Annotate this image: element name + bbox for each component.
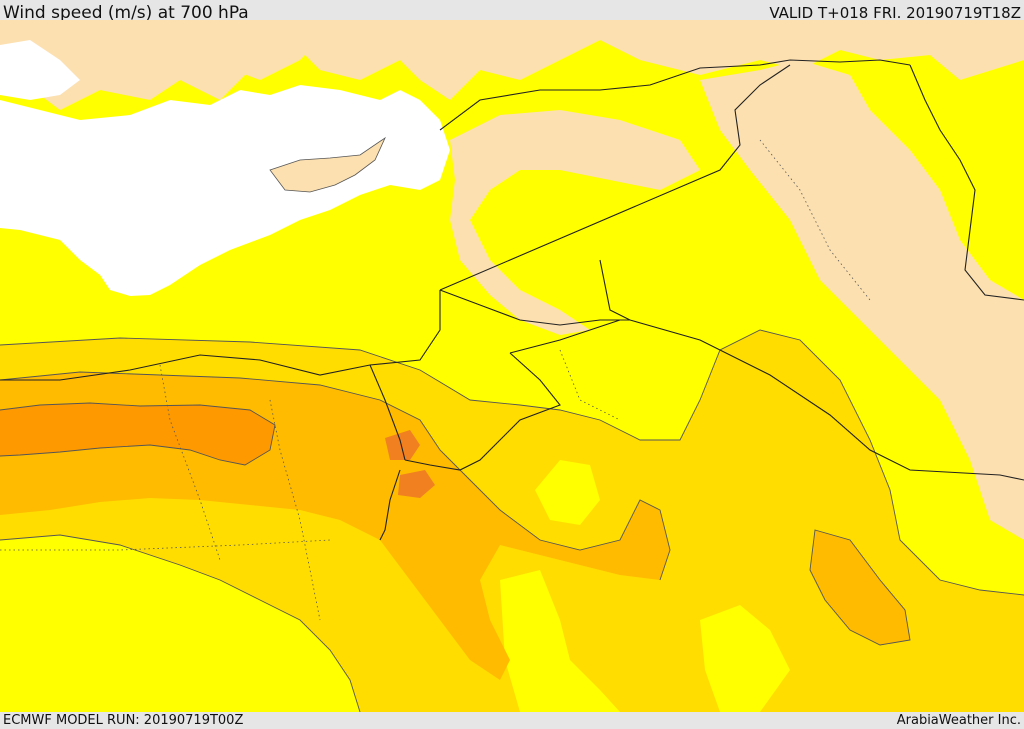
aegean-sea: [0, 40, 80, 100]
wind-band-10-14-east: [810, 530, 910, 645]
wind-band-lt2-northwest: [0, 20, 320, 80]
wind-band-2-6-southeast: [700, 605, 790, 712]
map-title: Wind speed (m/s) at 700 hPa: [3, 3, 249, 23]
wind-band-10-14: [0, 372, 670, 680]
wind-contours: [0, 329, 1024, 712]
mediterranean-sea: [0, 85, 450, 296]
wind-speed-map: [0, 20, 1024, 712]
map-canvas: [0, 20, 1024, 712]
model-run: ECMWF MODEL RUN: 20190719T00Z: [3, 713, 244, 728]
country-borders: [0, 59, 1024, 541]
province-lines: [0, 139, 871, 621]
header-bar: Wind speed (m/s) at 700 hPa VALID T+018 …: [0, 0, 1024, 23]
wind-band-2-6-south: [0, 535, 360, 712]
footer-bar: ECMWF MODEL RUN: 20190719T00Z ArabiaWeat…: [0, 712, 1024, 729]
wind-band-lt2-levant: [450, 110, 700, 335]
cyprus-island: [269, 136, 386, 193]
wind-band-2-6-red-sea: [500, 570, 620, 712]
wind-band-14-18-aqaba: [398, 470, 435, 498]
valid-time: VALID T+018 FRI. 20190719T18Z: [769, 4, 1021, 22]
wind-band-14-18: [0, 403, 275, 465]
wind-band-2-6-arabia: [535, 460, 600, 525]
credit: ArabiaWeather Inc.: [896, 713, 1021, 728]
wind-band-14-18-sinai: [385, 430, 420, 460]
wind-band-lt2-east: [700, 60, 1024, 540]
